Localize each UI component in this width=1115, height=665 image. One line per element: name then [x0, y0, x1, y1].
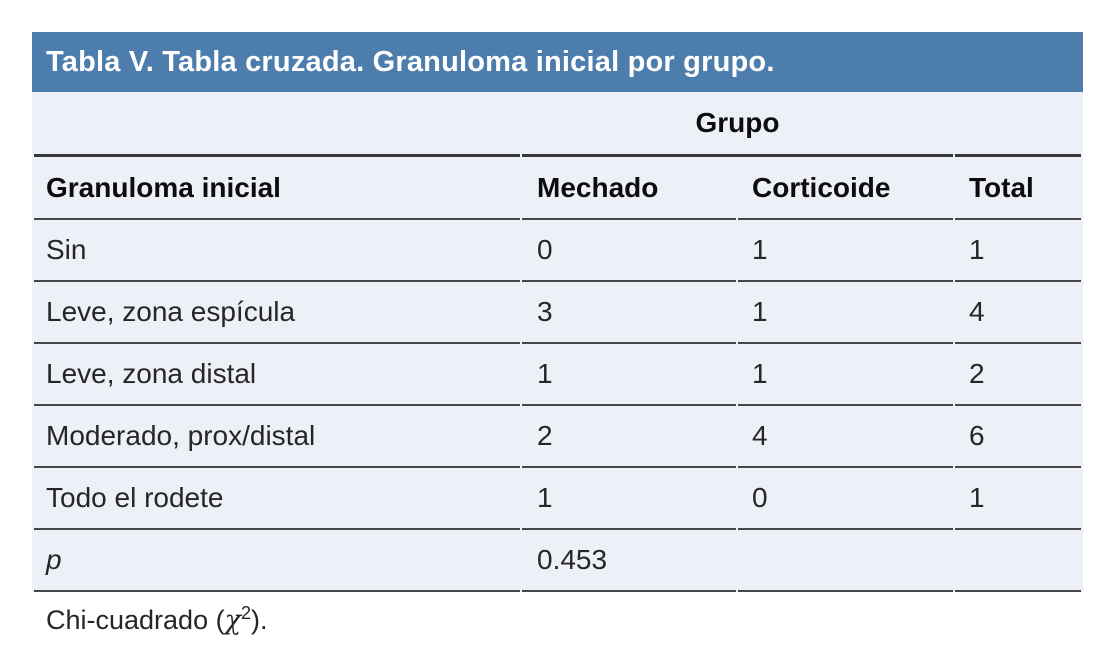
cell-mechado: 3 — [522, 282, 736, 344]
crosstab-table: Grupo Granuloma inicial Mechado Corticoi… — [32, 92, 1083, 592]
cell-total: 2 — [955, 344, 1081, 406]
empty-cell — [738, 530, 953, 592]
row-label: Sin — [34, 220, 520, 282]
table-row-leve-espicula: Leve, zona espícula 3 1 4 — [34, 282, 1081, 344]
group-header-label: Grupo — [522, 92, 953, 157]
empty-cell — [955, 530, 1081, 592]
table-title-bar: Tabla V. Tabla cruzada. Granuloma inicia… — [32, 32, 1083, 92]
table-row-moderado: Moderado, prox/distal 2 4 6 — [34, 406, 1081, 468]
column-header-mechado: Mechado — [522, 157, 736, 220]
group-header-spacer-right — [955, 92, 1081, 157]
p-value: 0.453 — [522, 530, 736, 592]
group-header-row: Grupo — [34, 92, 1081, 157]
cell-mechado: 1 — [522, 468, 736, 530]
cell-total: 1 — [955, 468, 1081, 530]
table-title: Tabla V. Tabla cruzada. Granuloma inicia… — [46, 45, 775, 78]
table-body: Grupo Granuloma inicial Mechado Corticoi… — [32, 92, 1083, 592]
cell-corticoide: 1 — [738, 220, 953, 282]
column-header-granuloma-inicial: Granuloma inicial — [34, 157, 520, 220]
table-row-leve-distal: Leve, zona distal 1 1 2 — [34, 344, 1081, 406]
table-row-todo-el-rodete: Todo el rodete 1 0 1 — [34, 468, 1081, 530]
cell-mechado: 0 — [522, 220, 736, 282]
row-label: Leve, zona espícula — [34, 282, 520, 344]
cell-total: 6 — [955, 406, 1081, 468]
cell-mechado: 1 — [522, 344, 736, 406]
cell-mechado: 2 — [522, 406, 736, 468]
footnote-prefix: Chi-cuadrado ( — [46, 605, 225, 635]
cell-corticoide: 0 — [738, 468, 953, 530]
table-row-sin: Sin 0 1 1 — [34, 220, 1081, 282]
row-label: Todo el rodete — [34, 468, 520, 530]
cell-total: 1 — [955, 220, 1081, 282]
footnote-superscript: 2 — [240, 603, 251, 623]
footnote: Chi-cuadrado (χ2). — [32, 603, 1083, 636]
table-row-p-value: p 0.453 — [34, 530, 1081, 592]
cell-total: 4 — [955, 282, 1081, 344]
cell-corticoide: 1 — [738, 282, 953, 344]
cell-corticoide: 4 — [738, 406, 953, 468]
group-header-spacer-left — [34, 92, 520, 157]
chi-symbol: χ — [224, 605, 241, 636]
row-label: Leve, zona distal — [34, 344, 520, 406]
p-label: p — [34, 530, 520, 592]
row-label: Moderado, prox/distal — [34, 406, 520, 468]
table-card: Tabla V. Tabla cruzada. Granuloma inicia… — [32, 32, 1083, 636]
column-header-corticoide: Corticoide — [738, 157, 953, 220]
column-header-row: Granuloma inicial Mechado Corticoide Tot… — [34, 157, 1081, 220]
column-header-total: Total — [955, 157, 1081, 220]
cell-corticoide: 1 — [738, 344, 953, 406]
footnote-suffix: ). — [250, 605, 268, 635]
